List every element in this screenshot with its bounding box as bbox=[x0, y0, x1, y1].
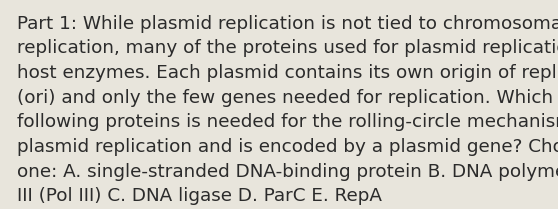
Text: III (Pol III) C. DNA ligase D. ParC E. RepA: III (Pol III) C. DNA ligase D. ParC E. R… bbox=[17, 187, 382, 205]
Text: host enzymes. Each plasmid contains its own origin of replication: host enzymes. Each plasmid contains its … bbox=[17, 64, 558, 82]
Text: (ori) and only the few genes needed for replication. Which of the: (ori) and only the few genes needed for … bbox=[17, 89, 558, 107]
Text: following proteins is needed for the rolling-circle mechanism of: following proteins is needed for the rol… bbox=[17, 113, 558, 131]
Text: Part 1: While plasmid replication is not tied to chromosomal: Part 1: While plasmid replication is not… bbox=[17, 15, 558, 33]
Text: plasmid replication and is encoded by a plasmid gene? Choose: plasmid replication and is encoded by a … bbox=[17, 138, 558, 156]
Text: replication, many of the proteins used for plasmid replication are: replication, many of the proteins used f… bbox=[17, 39, 558, 57]
Text: one: A. single-stranded DNA-binding protein B. DNA polymerase: one: A. single-stranded DNA-binding prot… bbox=[17, 163, 558, 181]
